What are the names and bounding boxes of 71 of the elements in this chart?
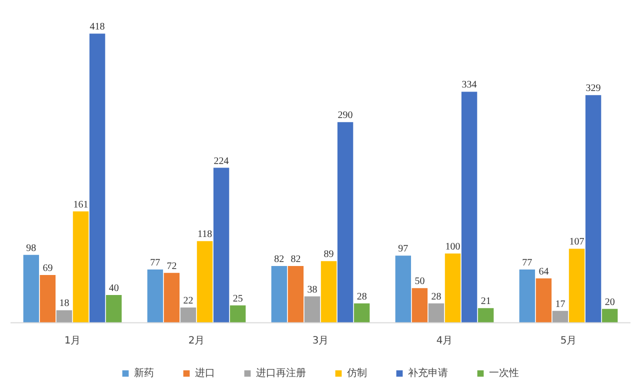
data-label: 82 (274, 254, 284, 265)
bar (164, 272, 180, 323)
data-label: 22 (183, 295, 194, 306)
legend-label: 进口 (195, 366, 215, 380)
bar (519, 269, 536, 323)
data-label: 118 (197, 229, 212, 240)
legend-label: 仿制 (347, 366, 367, 380)
data-label: 38 (307, 284, 318, 296)
bar (320, 261, 337, 323)
bar (337, 122, 354, 323)
legend-label: 新药 (134, 366, 154, 380)
legend-label: 进口再注册 (256, 366, 306, 380)
bar (180, 307, 196, 323)
data-label: 28 (431, 291, 442, 302)
data-label: 40 (108, 283, 119, 294)
data-label: 82 (290, 254, 301, 265)
bar (602, 308, 618, 323)
legend-label: 补充申请 (408, 366, 448, 380)
data-label: 290 (338, 110, 353, 122)
bar (478, 308, 494, 323)
data-label: 28 (356, 291, 367, 302)
bar (536, 278, 552, 323)
bar (354, 303, 370, 323)
x-tick-label: 5月 (560, 336, 577, 347)
bar (395, 256, 412, 323)
data-label: 77 (522, 257, 532, 268)
x-tick-label: 2月 (188, 336, 205, 347)
bar (147, 269, 164, 323)
bar (230, 305, 246, 323)
data-label: 21 (480, 296, 491, 308)
bar (89, 34, 106, 323)
data-label: 97 (398, 244, 408, 255)
data-label: 418 (90, 22, 105, 33)
bar (461, 92, 478, 323)
bar (40, 274, 56, 323)
bar (271, 266, 288, 323)
x-tick-label: 4月 (436, 336, 453, 347)
bar (304, 296, 320, 323)
bar (444, 254, 461, 323)
data-label: 161 (73, 199, 88, 210)
data-label: 50 (414, 276, 425, 288)
data-label: 69 (42, 262, 53, 274)
data-label: 329 (586, 83, 601, 94)
bar (106, 295, 122, 323)
data-label: 107 (569, 236, 584, 248)
data-label: 17 (555, 298, 566, 310)
data-label: 25 (232, 293, 243, 304)
bar (568, 248, 585, 323)
bar (428, 303, 444, 323)
data-label: 72 (166, 260, 177, 272)
bar (288, 266, 304, 323)
data-label: 64 (538, 266, 549, 278)
bar (23, 254, 40, 323)
bar (56, 310, 72, 323)
data-label: 89 (324, 249, 334, 260)
bar (196, 241, 213, 323)
data-label: 334 (462, 80, 477, 91)
legend-label: 一次性 (489, 366, 519, 380)
x-tick-label: 1月 (64, 336, 81, 347)
data-label: 20 (604, 296, 615, 308)
bar (552, 310, 568, 323)
data-label: 77 (150, 257, 160, 268)
data-label: 100 (445, 242, 460, 253)
bar (412, 288, 428, 323)
data-label: 18 (59, 298, 70, 310)
x-tick-label: 3月 (312, 336, 329, 347)
bar (585, 95, 602, 323)
bar (72, 211, 89, 323)
data-label: 224 (214, 156, 229, 167)
data-label: 98 (26, 242, 36, 254)
bar (213, 168, 230, 323)
